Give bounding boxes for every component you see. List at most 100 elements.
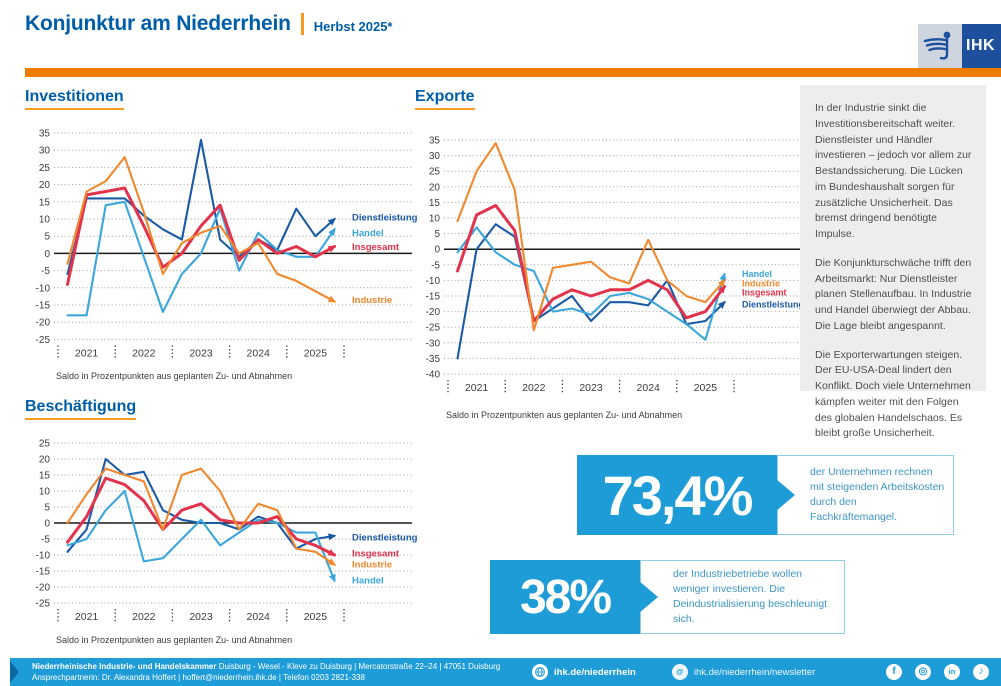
svg-text:2021: 2021	[75, 347, 99, 359]
chart-svg: 25 20 15 10 5 0 -5 -10 -15 -20 -25 2021 2022 2023 2024…	[36, 439, 418, 624]
svg-text:20: 20	[39, 180, 51, 191]
footer-newsletter-link[interactable]: @ ihk.de/niederrhein/newsletter	[671, 664, 816, 680]
title-divider	[300, 13, 304, 35]
svg-text:10: 10	[429, 214, 441, 225]
page-subtitle: Herbst 2025*	[313, 19, 393, 34]
tiktok-icon[interactable]: ♪	[973, 664, 989, 680]
footer-link-text: ihk.de/niederrhein/newsletter	[693, 666, 816, 678]
stat-description: der Unternehmen rechnen mit steigenden A…	[777, 455, 954, 535]
svg-text:-5: -5	[431, 260, 440, 271]
chart-title: Beschäftigung	[25, 398, 137, 420]
ihk-logo-text: IHK	[962, 24, 1001, 68]
svg-text:-5: -5	[41, 266, 50, 277]
svg-text:-20: -20	[36, 318, 51, 329]
svg-text:-15: -15	[36, 567, 51, 578]
svg-text:Insgesamt: Insgesamt	[352, 548, 400, 559]
svg-text:30: 30	[429, 151, 441, 162]
svg-text:0: 0	[44, 249, 50, 260]
svg-text:2022: 2022	[132, 347, 156, 359]
chart-svg: 35 30 25 20 15 10 5 0 -5 -10 -15 -20 -25 2021 2022 2023…	[36, 129, 418, 360]
svg-text:Industrie: Industrie	[742, 279, 780, 289]
svg-text:2024: 2024	[247, 611, 271, 623]
beschaeftigung-chart: Beschäftigung 25 20 15 10 5 0 -5 -10 -15 -20 -25 20…	[22, 398, 418, 645]
chart-svg: 35 30 25 20 15 10 5 0 -5 -10 -15 -20 -25 -30 -35 -40 202…	[426, 136, 804, 395]
svg-text:-15: -15	[36, 301, 51, 312]
exporte-chart: Exporte 35 30 25 20 15 10 5 0 -5 -10 -15 -20 -25 -30 -…	[412, 88, 808, 420]
svg-text:Handel: Handel	[352, 228, 384, 239]
svg-text:Dienstleistung: Dienstleistung	[352, 212, 418, 223]
svg-text:Industrie: Industrie	[352, 560, 392, 571]
svg-text:15: 15	[39, 197, 51, 208]
svg-text:Handel: Handel	[742, 269, 772, 279]
commentary-paragraph: Die Exporterwartungen steigen. Der EU-US…	[815, 348, 971, 440]
chart-caption: Saldo in Prozentpunkten aus geplanten Zu…	[56, 635, 293, 645]
footer-address: Niederrheinische Industrie- und Handelsk…	[32, 661, 532, 683]
stat-callout-1: 73,4% der Unternehmen rechnen mit steige…	[577, 455, 954, 535]
svg-text:0: 0	[44, 519, 50, 530]
stat-number: 73,4%	[602, 463, 754, 527]
svg-text:-10: -10	[426, 276, 441, 287]
stat-callout-2: 38% der Industriebetriebe wollen weniger…	[490, 560, 845, 634]
svg-text:35: 35	[39, 129, 51, 140]
header: Konjunktur am Niederrhein Herbst 2025*	[25, 12, 393, 36]
stat-number: 38%	[519, 570, 612, 624]
svg-text:2025: 2025	[304, 347, 328, 359]
svg-text:10: 10	[39, 487, 51, 498]
svg-text:Handel: Handel	[352, 576, 384, 587]
instagram-icon[interactable]: ◎	[915, 664, 931, 680]
svg-text:-20: -20	[36, 583, 51, 594]
stat-value: 73,4%	[577, 455, 795, 535]
svg-text:15: 15	[39, 471, 51, 482]
svg-text:-25: -25	[426, 323, 441, 334]
svg-text:5: 5	[44, 232, 50, 243]
page-title: Konjunktur am Niederrhein	[25, 12, 291, 35]
svg-text:2023: 2023	[189, 611, 213, 623]
arrow-right-icon	[639, 581, 658, 613]
svg-text:10: 10	[39, 215, 51, 226]
chart-caption: Saldo in Prozentpunkten aus geplanten Zu…	[446, 410, 683, 420]
footer-chevron-icon	[10, 661, 19, 683]
facebook-icon[interactable]: f	[886, 664, 902, 680]
svg-text:5: 5	[434, 229, 440, 240]
svg-text:2023: 2023	[579, 382, 603, 394]
svg-text:Industrie: Industrie	[352, 295, 392, 306]
svg-text:-5: -5	[41, 535, 50, 546]
svg-text:-25: -25	[36, 599, 51, 610]
footer-bar: Niederrheinische Industrie- und Handelsk…	[10, 658, 1001, 686]
svg-text:2024: 2024	[247, 347, 271, 359]
svg-text:25: 25	[429, 167, 441, 178]
footer-link-text: ihk.de/niederrhein	[554, 666, 636, 678]
svg-text:Dienstleistung: Dienstleistung	[742, 300, 804, 310]
svg-text:-25: -25	[36, 335, 51, 346]
svg-text:5: 5	[44, 503, 50, 514]
social-icons: f ◎ in ♪	[886, 664, 1001, 680]
svg-text:20: 20	[39, 455, 51, 466]
svg-text:25: 25	[39, 439, 51, 450]
svg-text:2024: 2024	[637, 382, 661, 394]
svg-text:-15: -15	[426, 292, 441, 303]
stat-value: 38%	[490, 560, 658, 634]
footer-website-link[interactable]: ihk.de/niederrhein	[532, 664, 636, 680]
svg-text:Dienstleistung: Dienstleistung	[352, 532, 418, 543]
linkedin-icon[interactable]: in	[944, 664, 960, 680]
footer-org-name: Niederrheinische Industrie- und Handelsk…	[32, 662, 217, 671]
svg-text:2021: 2021	[465, 382, 489, 394]
ihk-logo: IHK	[918, 24, 1001, 68]
svg-text:0: 0	[434, 245, 440, 256]
stat-description: der Industriebetriebe wollen weniger inv…	[640, 560, 845, 634]
svg-text:2023: 2023	[189, 347, 213, 359]
chart-caption: Saldo in Prozentpunkten aus geplanten Zu…	[56, 371, 293, 381]
footer-org-address: Duisburg - Wesel - Kleve zu Duisburg | M…	[216, 662, 501, 671]
svg-text:2021: 2021	[75, 611, 99, 623]
svg-text:15: 15	[429, 198, 441, 209]
svg-text:-30: -30	[426, 338, 441, 349]
svg-text:-10: -10	[36, 283, 51, 294]
svg-text:35: 35	[429, 136, 441, 147]
newsletter-icon: @	[671, 664, 688, 680]
footer-contact: Ansprechpartnerin: Dr. Alexandra Hoffert…	[32, 673, 365, 682]
svg-text:Insgesamt: Insgesamt	[742, 287, 787, 297]
svg-text:30: 30	[39, 146, 51, 157]
commentary-paragraph: Die Konjunkturschwäche trifft den Arbeit…	[815, 256, 972, 332]
svg-text:-20: -20	[426, 307, 441, 318]
